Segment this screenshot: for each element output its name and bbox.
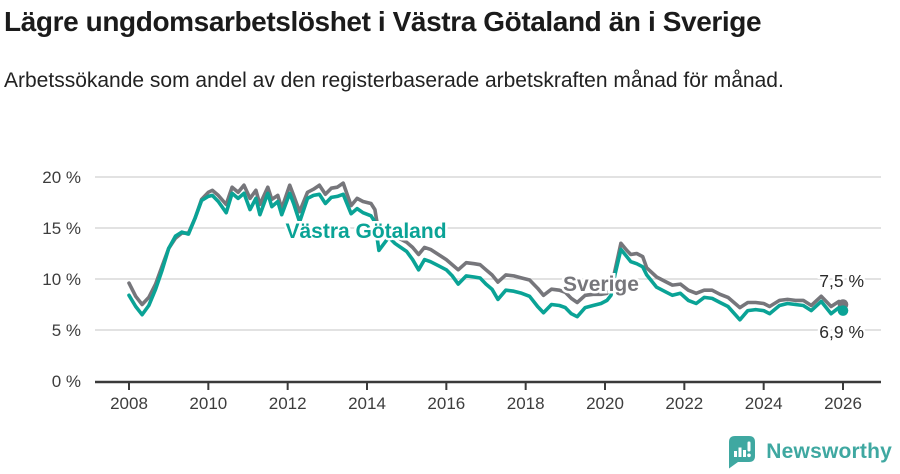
x-tick-label: 2020 <box>586 394 624 413</box>
x-tick-label: 2018 <box>507 394 545 413</box>
y-tick-label: 20 % <box>42 168 81 187</box>
page-subtitle: Arbetssökande som andel av den registerb… <box>4 69 784 92</box>
y-tick-label: 10 % <box>42 270 81 289</box>
y-tick-label: 5 % <box>52 321 81 340</box>
end-value-label-sverige: 7,5 % <box>819 271 864 291</box>
speech-bubble-bar-chart-icon <box>729 436 756 469</box>
x-tick-label: 2010 <box>189 394 227 413</box>
series-line-sverige <box>127 181 845 310</box>
series-label-vastra-gotaland: Västra Götaland <box>285 220 446 243</box>
y-tick-label: 15 % <box>42 219 81 238</box>
end-value-label-vastra-gotaland: 6,9 % <box>819 322 864 342</box>
x-tick-label: 2026 <box>824 394 862 413</box>
series-end-dot-vastra_gotaland <box>837 305 849 316</box>
page-title: Lägre ungdomsarbetslöshet i Västra Götal… <box>4 6 762 37</box>
x-tick-label: 2024 <box>745 394 783 413</box>
brand-footer: Newsworthy <box>727 435 892 469</box>
x-tick-label: 2016 <box>427 394 465 413</box>
brand-wordmark: Newsworthy <box>766 440 892 463</box>
series-line-vastra_gotaland <box>127 191 845 322</box>
x-tick-label: 2014 <box>348 394 386 413</box>
x-tick-label: 2022 <box>665 394 703 413</box>
x-tick-label: 2012 <box>269 394 307 413</box>
x-tick-label: 2008 <box>110 394 148 413</box>
series-label-sverige: Sverige <box>563 273 639 296</box>
y-tick-label: 0 % <box>52 372 81 391</box>
